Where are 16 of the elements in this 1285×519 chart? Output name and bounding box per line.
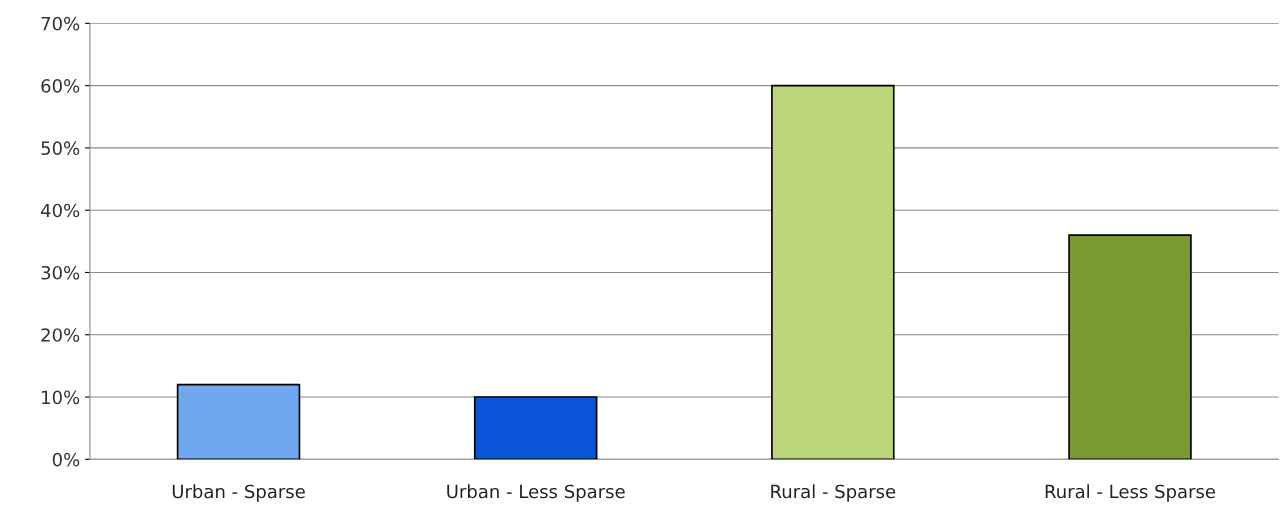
x-tick-label: Urban - Less Sparse [447, 484, 625, 502]
x-tick-label: Rural - Less Sparse [1045, 484, 1216, 502]
y-tick-label: 30% [41, 265, 80, 280]
x-tick-label: Rural - Sparse [771, 484, 896, 502]
y-tick-label: 40% [40, 203, 80, 218]
x-tick-label: Urban - Sparse [172, 484, 305, 502]
y-tick-label: 60% [41, 79, 80, 93]
y-tick-label: 70% [41, 16, 80, 31]
y-tick-label: 10% [42, 390, 80, 405]
bar [771, 84, 895, 460]
bar [176, 383, 301, 460]
y-tick-label: 0% [52, 452, 80, 467]
y-tick-label: 20% [41, 328, 80, 342]
bar [1068, 234, 1192, 460]
y-tick-label: 50% [41, 141, 80, 156]
bar [473, 396, 598, 460]
